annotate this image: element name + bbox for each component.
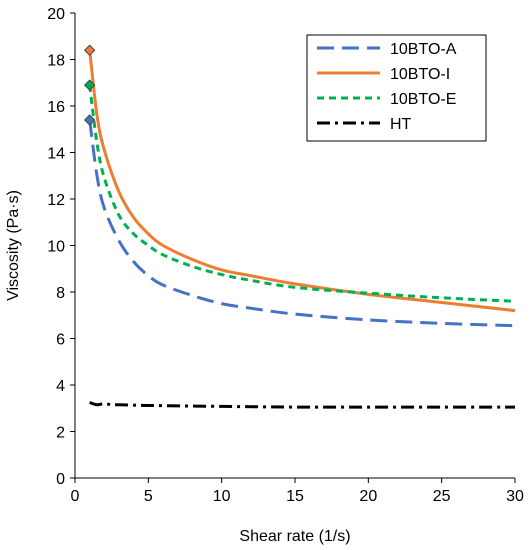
x-ticks: 0 5 10 15 20 25 30 [71, 478, 524, 505]
legend-item-10bto-i: 10BTO-I [317, 66, 450, 83]
y-tick-label: 18 [47, 53, 65, 70]
series-line-10bto-i [88, 50, 516, 313]
legend-label: HT [390, 116, 412, 133]
series-line-10bto-a [88, 119, 516, 328]
y-tick-label: 6 [56, 332, 65, 349]
x-tick-label: 25 [433, 488, 451, 505]
y-tick-label: 20 [47, 6, 65, 23]
legend-label: 10BTO-I [390, 66, 450, 83]
y-ticks: 0 2 4 6 8 10 12 14 16 18 20 [47, 6, 75, 488]
y-tick-label: 16 [47, 99, 65, 116]
y-tick-label: 14 [47, 146, 65, 163]
y-axis-title: Viscosity (Pa·s) [5, 190, 22, 301]
y-tick-label: 0 [56, 471, 65, 488]
x-axis-title: Shear rate (1/s) [239, 528, 350, 545]
legend-items: 10BTO-A 10BTO-I 10BTO-E HT [317, 41, 457, 133]
series-10bto-i [83, 44, 516, 313]
x-tick-label: 0 [71, 488, 80, 505]
plot-area: 0 5 10 15 20 25 30 0 2 4 6 8 10 12 14 16 18 20 [47, 6, 524, 505]
legend-item-10bto-e: 10BTO-E [317, 91, 456, 108]
legend-label: 10BTO-A [390, 41, 457, 58]
y-tick-label: 4 [56, 378, 65, 395]
y-tick-label: 2 [56, 425, 65, 442]
y-tick-label: 8 [56, 285, 65, 302]
series-layer [83, 44, 516, 409]
y-tick-label: 12 [47, 192, 65, 209]
legend: 10BTO-A 10BTO-I 10BTO-E HT [306, 34, 487, 142]
legend-item-10bto-a: 10BTO-A [317, 41, 457, 58]
series-ht [89, 401, 515, 409]
x-tick-label: 5 [144, 488, 153, 505]
data-point-10bto-i [83, 44, 96, 56]
series-line-ht [89, 401, 515, 409]
x-tick-label: 15 [286, 488, 304, 505]
x-tick-label: 10 [213, 488, 231, 505]
legend-label: 10BTO-E [390, 91, 456, 108]
series-line-10bto-e [88, 84, 516, 303]
y-tick-label: 10 [47, 239, 65, 256]
data-point-10bto-a [83, 114, 96, 126]
x-tick-label: 30 [506, 488, 524, 505]
series-10bto-a [83, 114, 516, 328]
series-10bto-e [83, 79, 516, 303]
data-point-10bto-e [83, 79, 96, 91]
x-tick-label: 20 [359, 488, 377, 505]
legend-item-ht: HT [317, 116, 412, 133]
